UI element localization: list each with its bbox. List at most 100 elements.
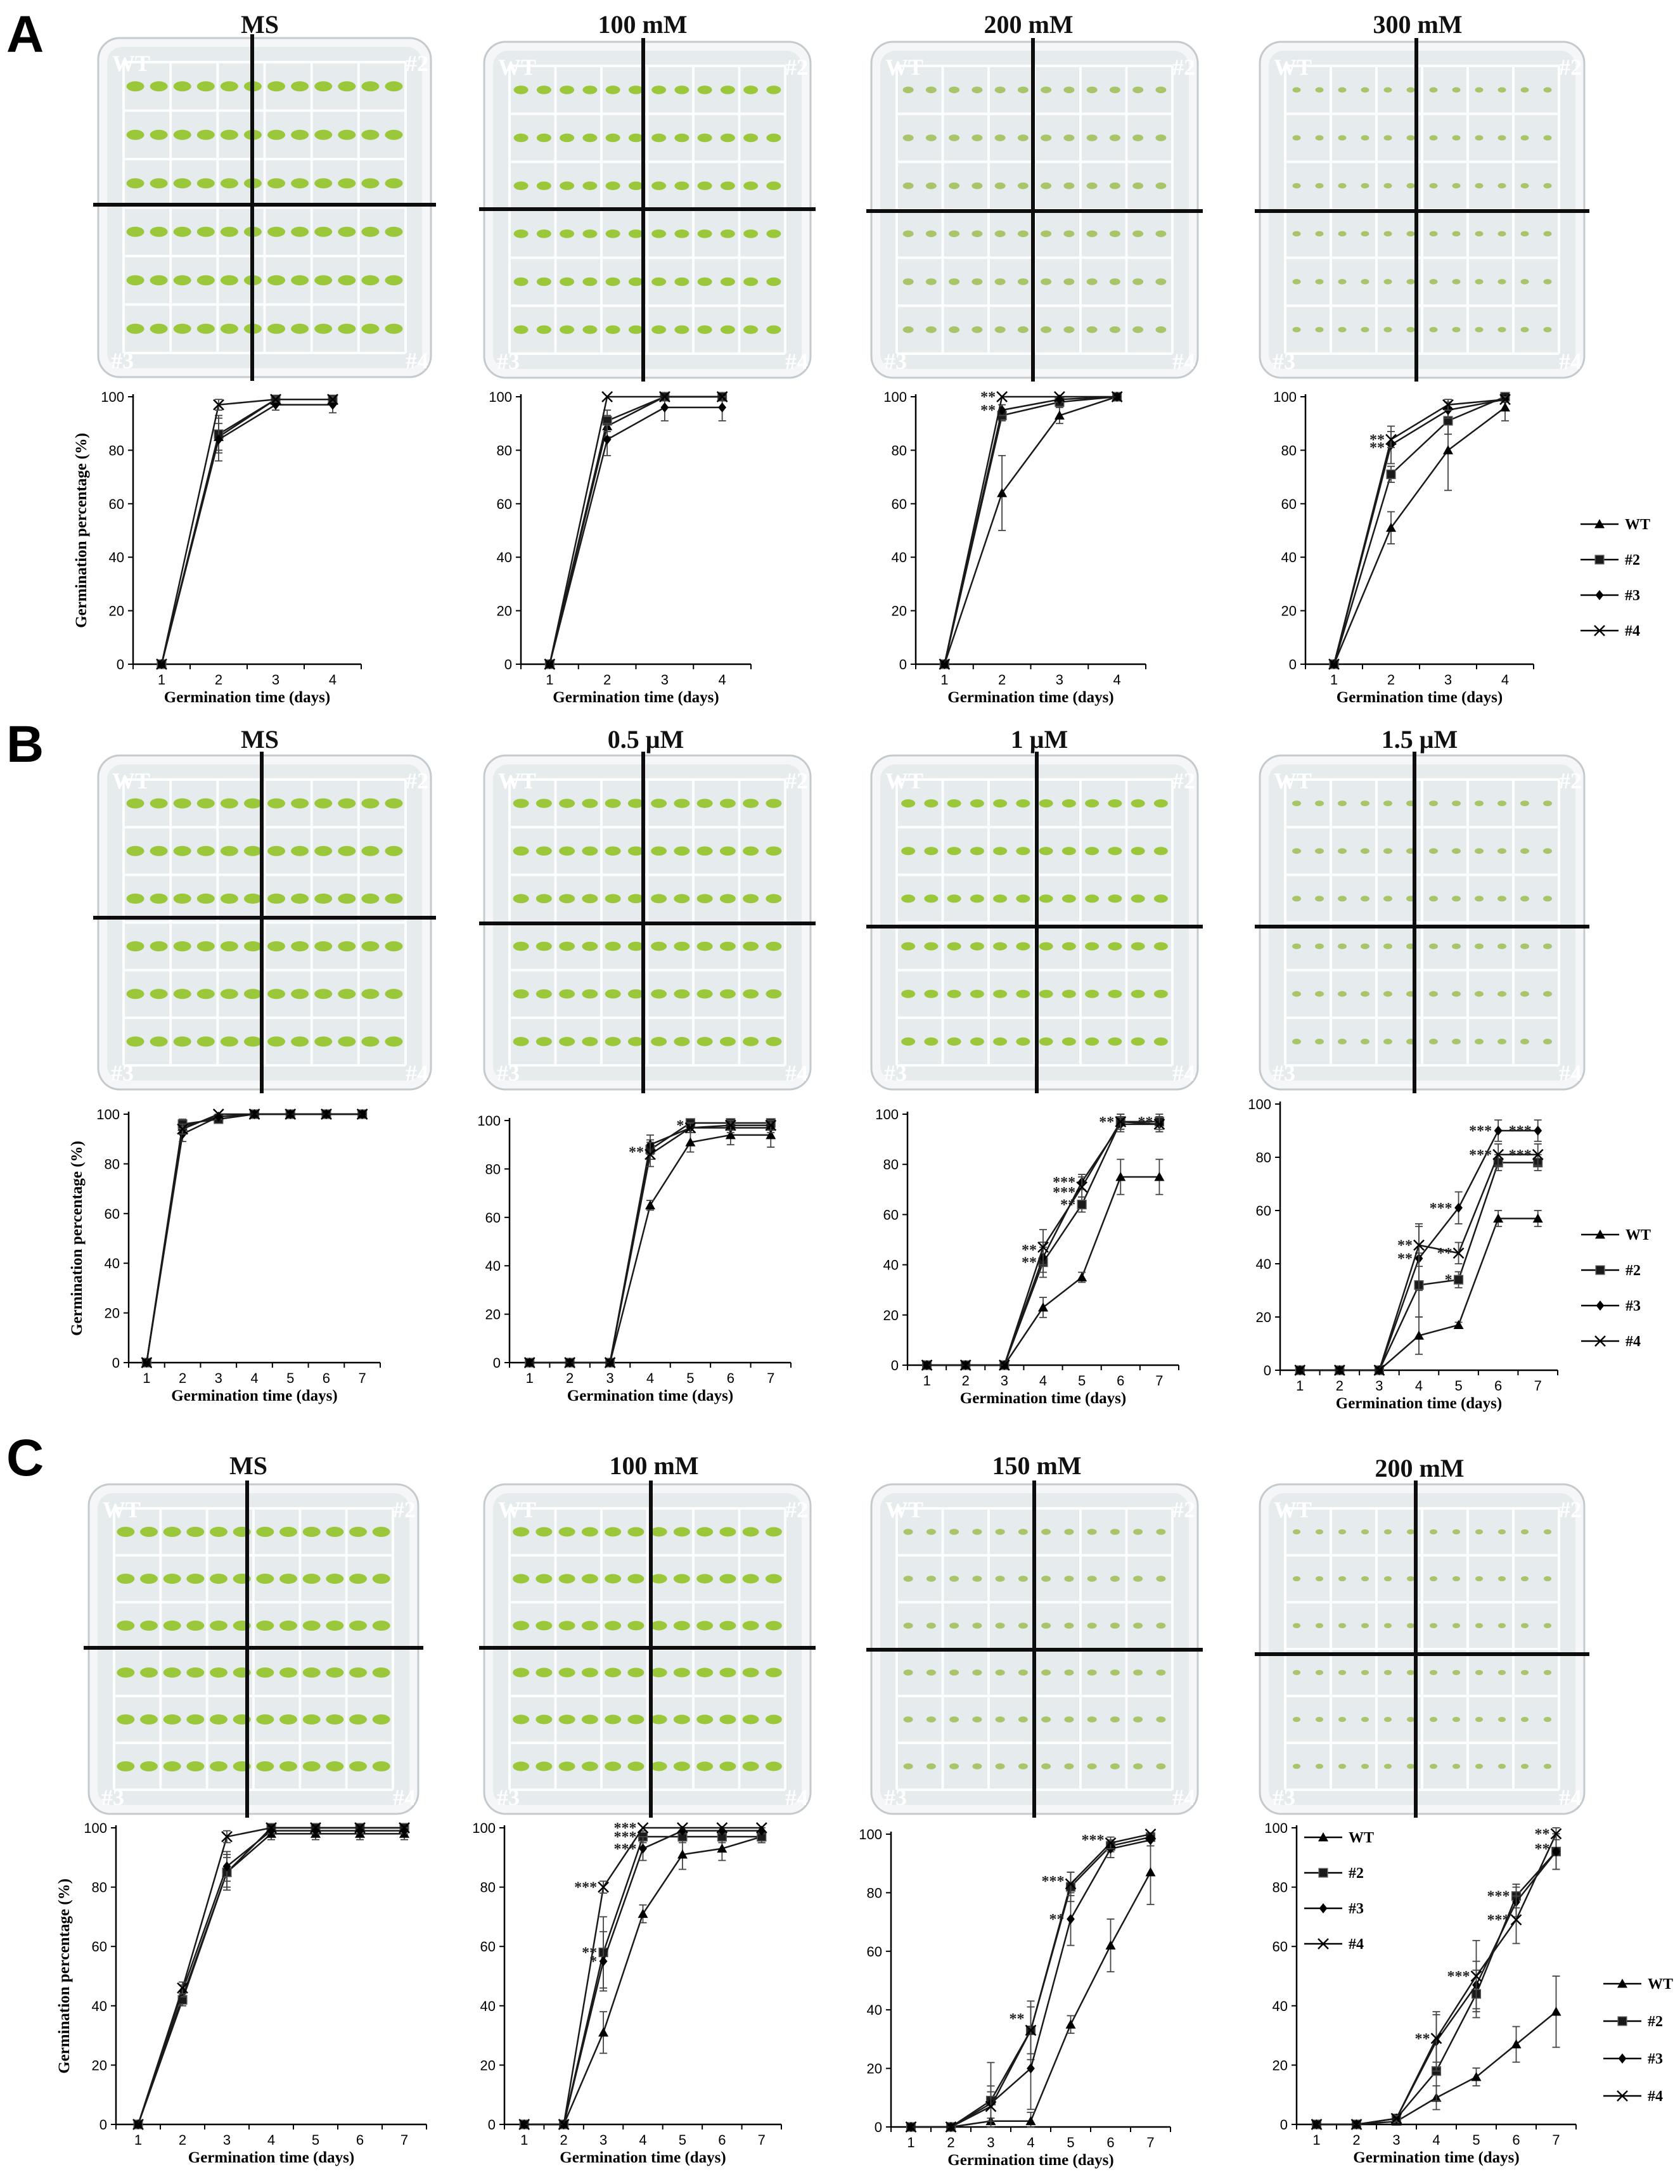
seedling — [535, 846, 552, 856]
series-line-4 — [905, 1828, 1157, 2133]
seedling — [1452, 1623, 1460, 1628]
series-line — [160, 398, 333, 665]
x-stroke — [905, 2121, 917, 2133]
seedling — [1361, 1623, 1369, 1628]
seedling — [696, 989, 713, 999]
seedling — [674, 799, 690, 808]
plate-quadrant-label: #3 — [101, 1785, 124, 1810]
seedling — [971, 134, 983, 141]
condition-title-a3: 200 mM — [984, 10, 1073, 39]
seedling — [1132, 86, 1144, 94]
y-tick-label: 40 — [92, 1998, 107, 2014]
seedling — [903, 1576, 913, 1582]
data-point — [1452, 1247, 1465, 1259]
seedling — [1039, 989, 1053, 998]
seedling — [1543, 183, 1552, 189]
seedling — [361, 1036, 380, 1047]
x-tick-label: 7 — [1146, 2135, 1154, 2150]
seedling — [314, 275, 333, 286]
seedling — [1316, 1717, 1323, 1722]
seedling — [291, 893, 309, 904]
data-point — [945, 2121, 957, 2133]
seedling — [1361, 1576, 1369, 1581]
x-tick-label: 1 — [134, 2132, 142, 2148]
seedling — [993, 799, 1008, 808]
y-tick-label: 20 — [1281, 603, 1297, 619]
data-point — [564, 1357, 576, 1368]
legend-item: #2 — [1581, 552, 1640, 568]
chart-b3: 0 20 40 60 80 100 1 2 3 4 5 6 7 Germination time (day… — [875, 1107, 1179, 1407]
seedling — [582, 181, 598, 190]
data-point — [1025, 2116, 1036, 2126]
seedling — [766, 325, 781, 334]
x-stroke — [1390, 2112, 1402, 2124]
seedling — [1041, 1763, 1051, 1770]
petri-plate: WT #2 #3 #4 — [866, 752, 1203, 1093]
seedling — [766, 229, 781, 238]
seedling — [582, 1037, 598, 1046]
legend-marker — [1595, 1230, 1605, 1239]
seedling — [1110, 1716, 1120, 1723]
seedling — [674, 325, 689, 334]
seedling — [279, 1621, 297, 1631]
x-tick-label: 6 — [727, 1370, 734, 1386]
plate-quadrant-label: #3 — [1273, 349, 1295, 374]
seedling — [291, 178, 309, 189]
legend-label: #3 — [1349, 1901, 1364, 1917]
data-point — [997, 487, 1008, 498]
seedling — [1452, 1717, 1460, 1722]
x-tick-label: 7 — [359, 1370, 366, 1386]
legend-marker — [1617, 1979, 1627, 1988]
y-tick-label: 80 — [480, 1880, 496, 1896]
seedling — [1407, 1764, 1414, 1769]
data-point — [1350, 2119, 1363, 2130]
x-tick-label: 2 — [179, 2132, 186, 2148]
legend-item: WT — [1581, 517, 1650, 533]
seedling — [1520, 896, 1529, 902]
data-point — [1373, 1365, 1385, 1376]
seedling — [1061, 989, 1076, 998]
seedling — [535, 989, 552, 999]
x-tick-label: 1 — [907, 2135, 914, 2150]
seedling — [972, 1529, 982, 1535]
seedling — [1017, 278, 1029, 285]
series-wt — [544, 392, 728, 669]
legend-marker — [1318, 1938, 1329, 1950]
seedling — [1452, 848, 1461, 854]
seedling — [326, 1667, 344, 1678]
y-tick-label: 100 — [477, 1113, 501, 1129]
seedling — [1338, 135, 1347, 141]
seedling — [1315, 991, 1324, 997]
seedling — [1338, 1717, 1346, 1722]
seedling — [765, 1574, 782, 1584]
x-tick-label: 4 — [267, 2132, 275, 2148]
y-tick-label: 100 — [859, 1827, 882, 1842]
seedling — [256, 1574, 274, 1584]
seedling — [765, 1714, 782, 1725]
seedling — [220, 941, 238, 952]
data-point — [716, 1822, 728, 1834]
seedling — [1520, 231, 1529, 237]
seedling — [1521, 1529, 1529, 1534]
seedling — [279, 1527, 297, 1537]
data-point — [1493, 1213, 1504, 1223]
seedling — [1338, 991, 1347, 997]
seedling — [1109, 326, 1120, 333]
significance-mark: *** — [614, 1841, 637, 1858]
data-point — [1492, 1148, 1504, 1160]
seedling — [903, 1716, 913, 1723]
seedling — [256, 1527, 274, 1537]
seedling — [926, 1716, 936, 1723]
seedling — [970, 894, 984, 903]
seedling — [719, 1574, 736, 1584]
seedling — [1155, 86, 1167, 94]
seedling — [361, 275, 380, 286]
series-line-3 — [545, 396, 727, 669]
x-stroke — [1510, 1914, 1522, 1925]
legend-item: #2 — [1304, 1865, 1364, 1882]
seedling — [196, 989, 215, 999]
seedling — [902, 86, 914, 94]
seedling — [581, 1574, 598, 1584]
seedling — [1108, 847, 1122, 856]
seedling — [1497, 991, 1506, 997]
